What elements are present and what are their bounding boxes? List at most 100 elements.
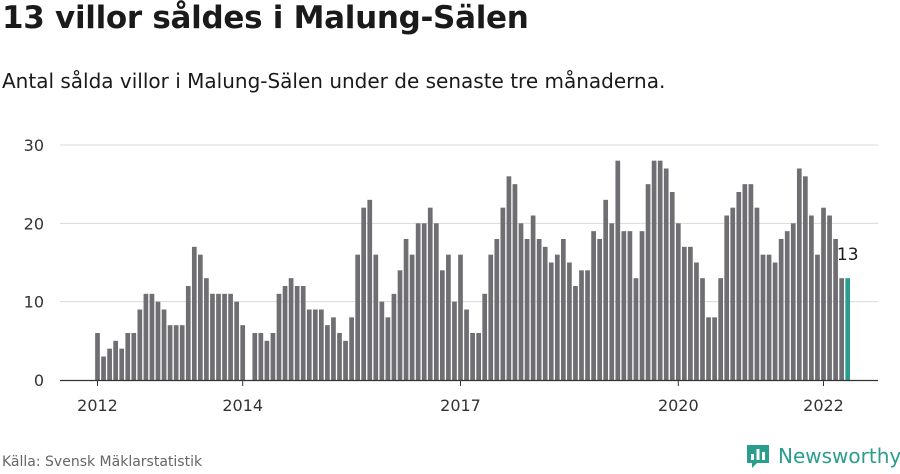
bar [101, 356, 106, 380]
x-tick-label: 2017 [440, 396, 481, 415]
bar [258, 333, 264, 380]
bar [161, 309, 167, 380]
y-tick-label: 10 [24, 293, 44, 312]
bar [518, 223, 524, 380]
bar [119, 348, 125, 380]
bar [325, 325, 330, 380]
bar [772, 262, 778, 380]
bar [288, 278, 294, 380]
bar [506, 176, 512, 380]
bar [778, 239, 784, 380]
value-annotation: 13 [837, 245, 859, 265]
bar [724, 215, 730, 380]
chart-title: 13 villor såldes i Malung-Sälen [2, 0, 529, 36]
bar [609, 223, 615, 380]
bar [573, 286, 578, 380]
bar [712, 317, 717, 380]
bar [433, 223, 439, 380]
bar [464, 309, 469, 380]
bar [137, 309, 143, 380]
x-tick-label: 2014 [222, 396, 263, 415]
bar [204, 278, 209, 380]
bar [482, 293, 488, 380]
bar [512, 184, 518, 380]
bar [694, 262, 699, 380]
bar [373, 254, 379, 380]
bar [579, 270, 584, 380]
bar [585, 270, 590, 380]
bar [185, 286, 191, 380]
bar [621, 231, 627, 380]
bar [397, 270, 403, 380]
bar [688, 246, 693, 380]
bar [548, 262, 554, 380]
bar [536, 239, 542, 380]
bar [361, 207, 367, 380]
bar [796, 168, 802, 380]
bar [355, 254, 360, 380]
bar [669, 192, 675, 380]
bar [149, 293, 155, 380]
bar [349, 317, 354, 380]
bar [294, 286, 300, 380]
bar [210, 293, 215, 380]
y-tick-label: 30 [24, 136, 44, 155]
bar [790, 223, 796, 380]
bar [270, 333, 276, 380]
bar [748, 184, 754, 380]
bar [766, 254, 772, 380]
bar [300, 286, 306, 380]
bar [657, 160, 663, 380]
bar [476, 333, 481, 380]
bar [700, 278, 705, 380]
y-tick-label: 20 [24, 214, 44, 233]
bar [494, 239, 500, 380]
bar [113, 340, 118, 380]
bar [198, 254, 203, 380]
bar [500, 207, 506, 380]
bar [222, 293, 227, 380]
bar [645, 184, 651, 380]
bar [803, 176, 808, 380]
bar [639, 231, 645, 380]
bar [682, 246, 687, 380]
bar [282, 286, 288, 380]
bar [839, 278, 844, 380]
bar [131, 333, 137, 380]
bar [143, 293, 149, 380]
bar [754, 207, 760, 380]
bar [155, 301, 161, 380]
bar [591, 231, 596, 380]
bar [252, 333, 258, 380]
bar [343, 340, 348, 380]
x-tick-label: 2012 [77, 396, 118, 415]
bar [403, 239, 409, 380]
bar [125, 333, 131, 380]
bar [306, 309, 312, 380]
bar [718, 278, 723, 380]
bar [554, 254, 560, 380]
bar [458, 254, 463, 380]
bar [379, 301, 385, 380]
bar [470, 333, 475, 380]
bar [415, 223, 421, 380]
bar [427, 207, 433, 380]
bar [216, 293, 221, 380]
bar [107, 348, 112, 380]
bar [264, 340, 270, 380]
bar [561, 239, 566, 380]
bar [191, 246, 197, 380]
bar [760, 254, 766, 380]
bar [179, 325, 185, 380]
x-tick-label: 2020 [658, 396, 699, 415]
bar [167, 325, 173, 380]
brand-logo-lockup[interactable]: Newsworthy [745, 441, 900, 471]
bar [821, 207, 826, 380]
bar [542, 246, 548, 380]
bar [440, 270, 445, 380]
bar [784, 231, 790, 380]
bar [603, 199, 609, 380]
y-tick-label: 0 [34, 371, 44, 390]
bar [337, 333, 342, 380]
